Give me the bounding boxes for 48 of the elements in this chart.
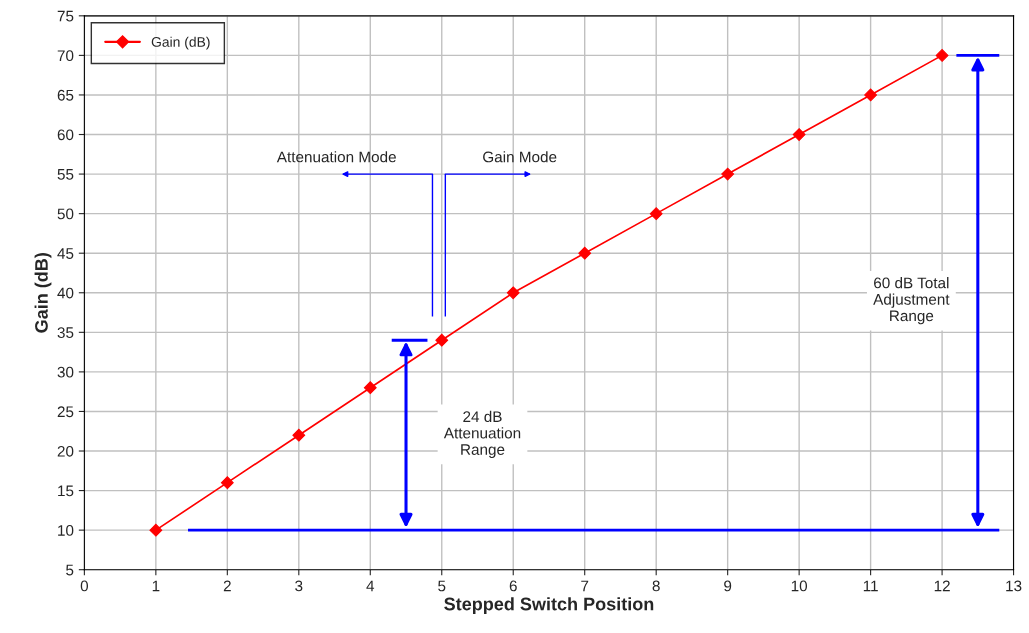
point: [292, 428, 306, 442]
x-tick-label: 9: [724, 580, 732, 592]
y-tick-label: 25: [57, 406, 74, 418]
y-tick-label: 40: [57, 287, 74, 299]
y-tick-label: 20: [57, 445, 74, 457]
y-tick-label: 60: [57, 129, 74, 141]
y-tick-label: 55: [57, 169, 74, 180]
y-tick-label: 50: [57, 208, 74, 220]
x-tick-label: 7: [581, 580, 589, 592]
x-tick-label: 8: [652, 580, 660, 592]
point: [435, 333, 449, 347]
y-tick-label: 30: [57, 366, 74, 378]
x-tick-label: 12: [934, 580, 950, 592]
y-tick-label: 65: [57, 89, 74, 101]
x-tick-label: 11: [863, 580, 878, 592]
point: [149, 523, 163, 537]
x-tick-label: 0: [80, 580, 89, 592]
annotation: Gain Mode: [483, 151, 557, 163]
point: [721, 167, 735, 181]
point: [649, 207, 663, 221]
x-tick-label: 2: [223, 580, 231, 592]
x-tick-label: 4: [366, 580, 375, 592]
y-tick-label: 10: [58, 525, 74, 536]
y-tick-label: 35: [57, 327, 74, 339]
point: [935, 48, 949, 62]
x-tick-label: 6: [509, 580, 517, 592]
x-axis-title: Stepped Switch Position: [444, 597, 654, 614]
legend-label: Gain (dB): [151, 36, 210, 50]
x-tick-label: 3: [295, 580, 303, 592]
point: [220, 476, 234, 490]
point: [792, 128, 806, 141]
x-tick-label: 13: [1006, 580, 1022, 592]
point: [578, 246, 592, 260]
point: [864, 88, 878, 102]
annotation: 24 dB Attenuation Range: [443, 410, 521, 458]
point: [363, 381, 377, 395]
x-tick-label: 10: [791, 580, 808, 592]
x-tick-label: 1: [152, 580, 160, 592]
y-tick-label: 15: [58, 485, 74, 497]
annotation: 60 dB Total Adjustment Range: [873, 277, 950, 325]
y-tick-label: 45: [57, 248, 74, 259]
x-tick-label: 5: [438, 580, 446, 592]
y-axis-title: Gain (dB): [34, 253, 52, 333]
y-tick-label: 75: [57, 10, 74, 22]
y-tick-label: 5: [66, 564, 74, 576]
y-tick-label: 70: [57, 50, 74, 62]
point: [506, 286, 520, 300]
annotation: Attenuation Mode: [276, 151, 396, 163]
